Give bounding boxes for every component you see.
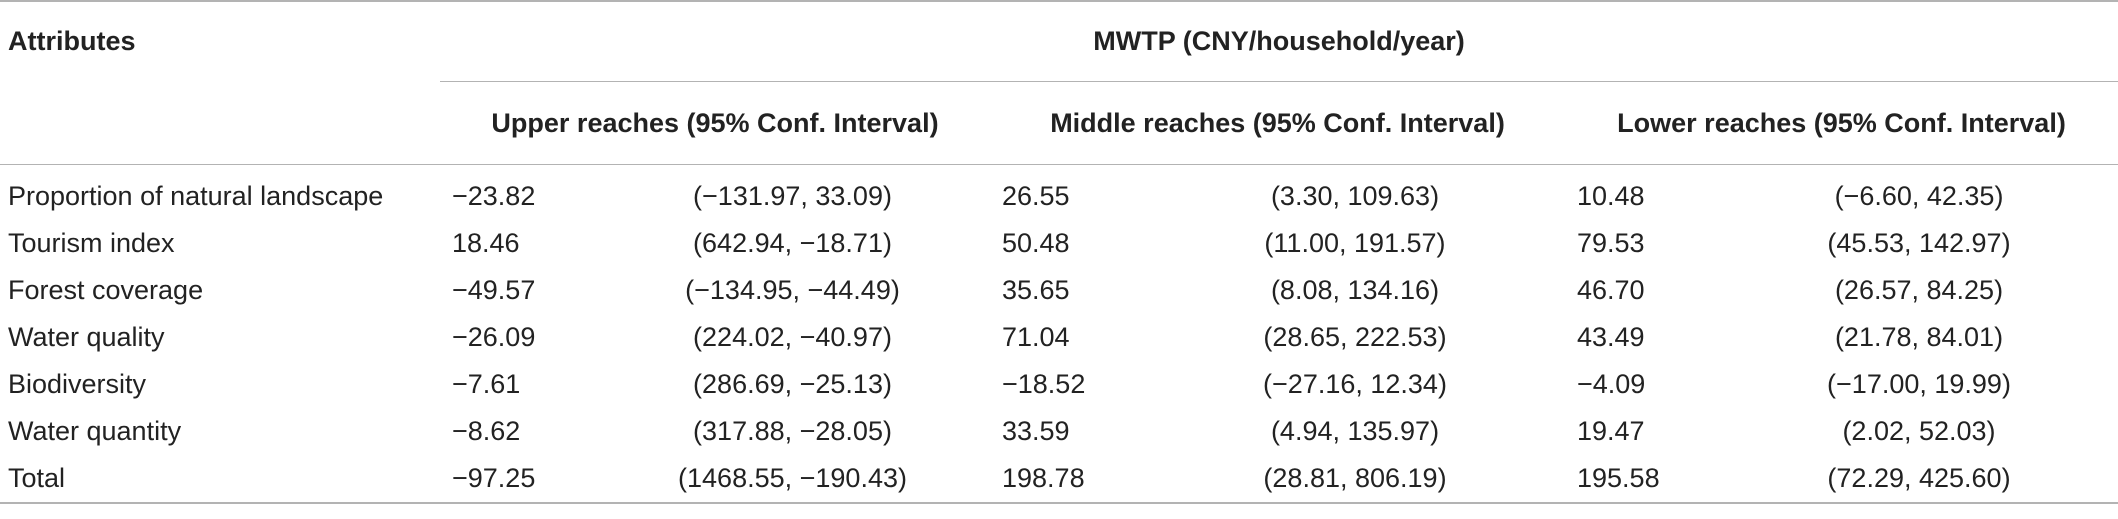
group-header-upper: Upper reaches (95% Conf. Interval) <box>440 81 990 165</box>
attribute-label: Water quantity <box>8 416 182 446</box>
attribute-label: Forest coverage <box>8 275 204 305</box>
mwtp-table: Attributes MWTP (CNY/household/year) Upp… <box>0 0 2118 504</box>
upper-ci: (1468.55, −190.43) <box>595 455 990 504</box>
table-row: Total −97.25 (1468.55, −190.43) 198.78 (… <box>0 455 2118 504</box>
lower-mwtp: 43.49 <box>1577 322 1645 352</box>
lower-mwtp: 19.47 <box>1577 416 1645 446</box>
middle-mwtp: −18.52 <box>1002 369 1086 399</box>
middle-mwtp: 71.04 <box>1002 322 1070 352</box>
group-header-lower: Lower reaches (95% Conf. Interval) <box>1565 81 2118 165</box>
upper-mwtp: −26.09 <box>452 322 536 352</box>
lower-ci: (45.53, 142.97) <box>1827 228 2011 258</box>
table-row: Forest coverage −49.57 (−134.95, −44.49)… <box>0 267 2118 314</box>
upper-ci: (317.88, −28.05) <box>693 416 892 446</box>
attribute-label: Biodiversity <box>8 369 147 399</box>
header-row-1: Attributes MWTP (CNY/household/year) <box>0 2 2118 82</box>
upper-mwtp: −49.57 <box>452 275 536 305</box>
upper-mwtp: 18.46 <box>452 228 520 258</box>
middle-mwtp: 35.65 <box>1002 275 1070 305</box>
middle-mwtp: 33.59 <box>1002 416 1070 446</box>
lower-ci: (−17.00, 19.99) <box>1827 369 2011 399</box>
attribute-label: Tourism index <box>8 228 175 258</box>
blank-header-cell <box>0 81 440 165</box>
attributes-header: Attributes <box>8 26 136 57</box>
table-row: Tourism index 18.46 (642.94, −18.71) 50.… <box>0 220 2118 267</box>
upper-ci: (−134.95, −44.49) <box>685 275 900 305</box>
middle-mwtp: 198.78 <box>990 455 1145 504</box>
table-row: Biodiversity −7.61 (286.69, −25.13) −18.… <box>0 361 2118 408</box>
attribute-label: Total <box>0 455 440 504</box>
middle-ci: (28.65, 222.53) <box>1263 322 1447 352</box>
table-row: Proportion of natural landscape −23.82 (… <box>0 165 2118 221</box>
lower-ci: (21.78, 84.01) <box>1834 322 2004 352</box>
upper-ci: (642.94, −18.71) <box>693 228 892 258</box>
lower-mwtp: 195.58 <box>1565 455 1720 504</box>
middle-ci: (3.30, 109.63) <box>1270 181 1440 211</box>
upper-ci: (286.69, −25.13) <box>693 369 892 399</box>
header-row-2: Upper reaches (95% Conf. Interval) Middl… <box>0 81 2118 165</box>
attribute-label: Proportion of natural landscape <box>8 181 384 211</box>
lower-mwtp: −4.09 <box>1577 369 1646 399</box>
upper-ci: (224.02, −40.97) <box>693 322 892 352</box>
upper-ci: (−131.97, 33.09) <box>693 181 892 211</box>
middle-ci: (4.94, 135.97) <box>1270 416 1440 446</box>
table-row: Water quality −26.09 (224.02, −40.97) 71… <box>0 314 2118 361</box>
lower-mwtp: 10.48 <box>1577 181 1645 211</box>
middle-ci: (8.08, 134.16) <box>1270 275 1440 305</box>
lower-ci: (−6.60, 42.35) <box>1834 181 2004 211</box>
lower-ci: (72.29, 425.60) <box>1720 455 2118 504</box>
mwtp-header: MWTP (CNY/household/year) <box>1093 26 1465 56</box>
middle-ci: (11.00, 191.57) <box>1264 228 1446 258</box>
upper-mwtp: −7.61 <box>452 369 521 399</box>
middle-mwtp: 50.48 <box>1002 228 1070 258</box>
lower-ci: (2.02, 52.03) <box>1842 416 1996 446</box>
lower-mwtp: 46.70 <box>1577 275 1645 305</box>
upper-mwtp: −8.62 <box>452 416 521 446</box>
lower-mwtp: 79.53 <box>1577 228 1645 258</box>
table-row: Water quantity −8.62 (317.88, −28.05) 33… <box>0 408 2118 455</box>
middle-ci: (−27.16, 12.34) <box>1263 369 1447 399</box>
group-header-middle: Middle reaches (95% Conf. Interval) <box>990 81 1565 165</box>
attribute-label: Water quality <box>8 322 165 352</box>
upper-mwtp: −97.25 <box>440 455 595 504</box>
middle-mwtp: 26.55 <box>1002 181 1070 211</box>
lower-ci: (26.57, 84.25) <box>1834 275 2004 305</box>
upper-mwtp: −23.82 <box>452 181 536 211</box>
middle-ci: (28.81, 806.19) <box>1145 455 1565 504</box>
